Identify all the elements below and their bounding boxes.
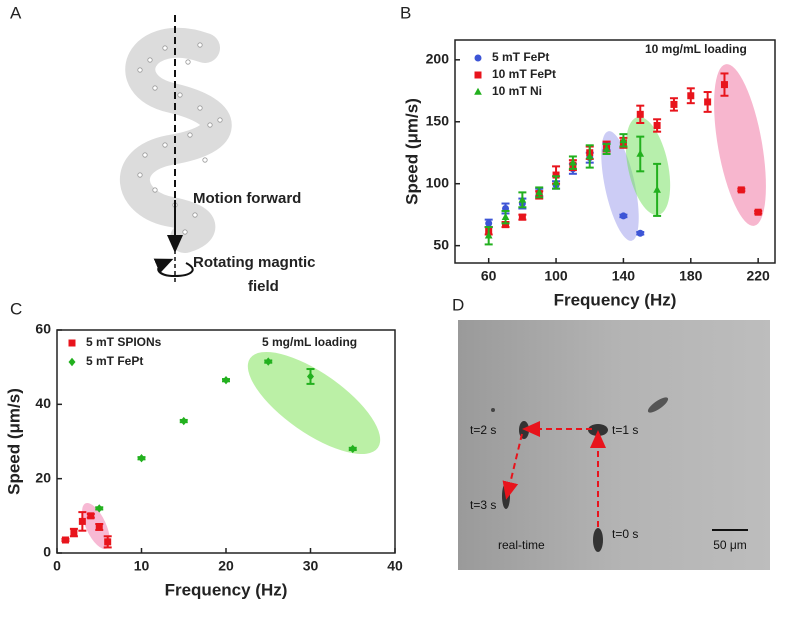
point <box>502 221 510 229</box>
point <box>349 444 357 454</box>
legend-marker <box>474 87 482 95</box>
x-tick-label: 40 <box>387 558 403 574</box>
caption: real-time <box>498 538 545 552</box>
panel-label: D <box>452 295 464 314</box>
point <box>585 152 594 160</box>
point <box>653 121 661 129</box>
x-tick-label: 180 <box>679 268 703 284</box>
time-label: t=3 s <box>470 498 496 512</box>
micrograph: t=2 s t=1 s t=3 s t=0 s real-time 50 μm <box>458 320 770 570</box>
panel-label: A <box>10 3 22 22</box>
x-tick-label: 0 <box>53 558 61 574</box>
scale-bar-label: 50 μm <box>713 538 747 552</box>
point <box>138 454 145 463</box>
legend-marker <box>474 54 482 62</box>
point <box>518 213 526 221</box>
trajectory <box>502 421 606 527</box>
highlight <box>601 131 639 241</box>
point <box>264 357 272 366</box>
x-axis-label: Frequency (Hz) <box>554 290 677 309</box>
point <box>78 517 86 525</box>
y-tick-label: 150 <box>426 112 450 128</box>
time-label: t=0 s <box>612 527 638 541</box>
point <box>636 110 644 118</box>
point <box>619 136 628 144</box>
point <box>535 188 544 196</box>
legend-label: 5 mT SPIONs <box>86 335 162 349</box>
point <box>61 536 69 544</box>
point <box>636 149 645 157</box>
legend-marker <box>68 357 76 367</box>
legend-label: 5 mT FePt <box>492 50 549 64</box>
point <box>636 229 644 237</box>
point <box>569 158 577 166</box>
diagram-label: Motion forward <box>193 190 301 207</box>
y-tick-label: 0 <box>43 544 51 560</box>
helix-diagram: Motion forward Rotating magntic field <box>120 15 316 295</box>
point <box>720 81 728 89</box>
panel-label: B <box>400 3 411 22</box>
point <box>95 504 103 513</box>
y-tick-label: 50 <box>433 236 449 252</box>
legend-marker <box>68 339 76 347</box>
point <box>602 144 611 152</box>
legend-marker <box>474 71 482 79</box>
point <box>619 212 627 220</box>
point <box>687 92 695 100</box>
y-tick-label: 40 <box>35 395 51 411</box>
point <box>518 195 527 203</box>
x-tick-label: 10 <box>134 558 150 574</box>
particles <box>137 42 223 235</box>
legend-label: 10 mT Ni <box>492 84 542 98</box>
panel-label: C <box>10 299 22 318</box>
point <box>485 219 493 227</box>
plot-frame <box>454 39 776 264</box>
y-tick-label: 20 <box>35 469 51 485</box>
point <box>754 208 762 216</box>
annotation: 5 mg/mL loading <box>262 335 357 349</box>
point <box>180 416 188 426</box>
point <box>104 538 112 546</box>
rotation-arrow <box>153 258 194 278</box>
x-tick-label: 60 <box>481 268 497 284</box>
point <box>552 171 560 179</box>
point <box>653 185 661 193</box>
point <box>670 100 678 108</box>
time-label: t=2 s <box>470 423 496 437</box>
point <box>704 98 712 106</box>
legend-label: 10 mT FePt <box>492 67 556 81</box>
diagram-label: Rotating magntic <box>193 254 316 271</box>
point <box>222 375 230 385</box>
x-tick-label: 20 <box>218 558 234 574</box>
image-background <box>458 320 770 570</box>
time-label: t=1 s <box>612 423 638 437</box>
diagram-label: field <box>248 278 279 295</box>
point <box>70 529 78 537</box>
highlight <box>247 351 381 455</box>
point <box>307 372 314 381</box>
y-tick-label: 60 <box>35 321 51 337</box>
point <box>552 178 560 186</box>
x-axis-label: Frequency (Hz) <box>165 580 288 599</box>
y-tick-label: 100 <box>426 174 450 190</box>
point <box>87 512 95 520</box>
point <box>484 231 493 239</box>
y-axis-label: Speed (μm/s) <box>4 388 23 495</box>
legend-label: 5 mT FePt <box>86 354 143 368</box>
annotation: 10 mg/mL loading <box>645 42 747 56</box>
y-axis-label: Speed (μm/s) <box>402 98 421 205</box>
y-tick-label: 200 <box>426 51 450 67</box>
x-tick-label: 220 <box>746 268 770 284</box>
point <box>737 186 745 194</box>
x-tick-label: 100 <box>544 268 568 284</box>
x-tick-label: 140 <box>612 268 636 284</box>
point <box>501 212 510 220</box>
x-tick-label: 30 <box>303 558 319 574</box>
highlight <box>714 64 766 226</box>
point <box>95 523 103 531</box>
